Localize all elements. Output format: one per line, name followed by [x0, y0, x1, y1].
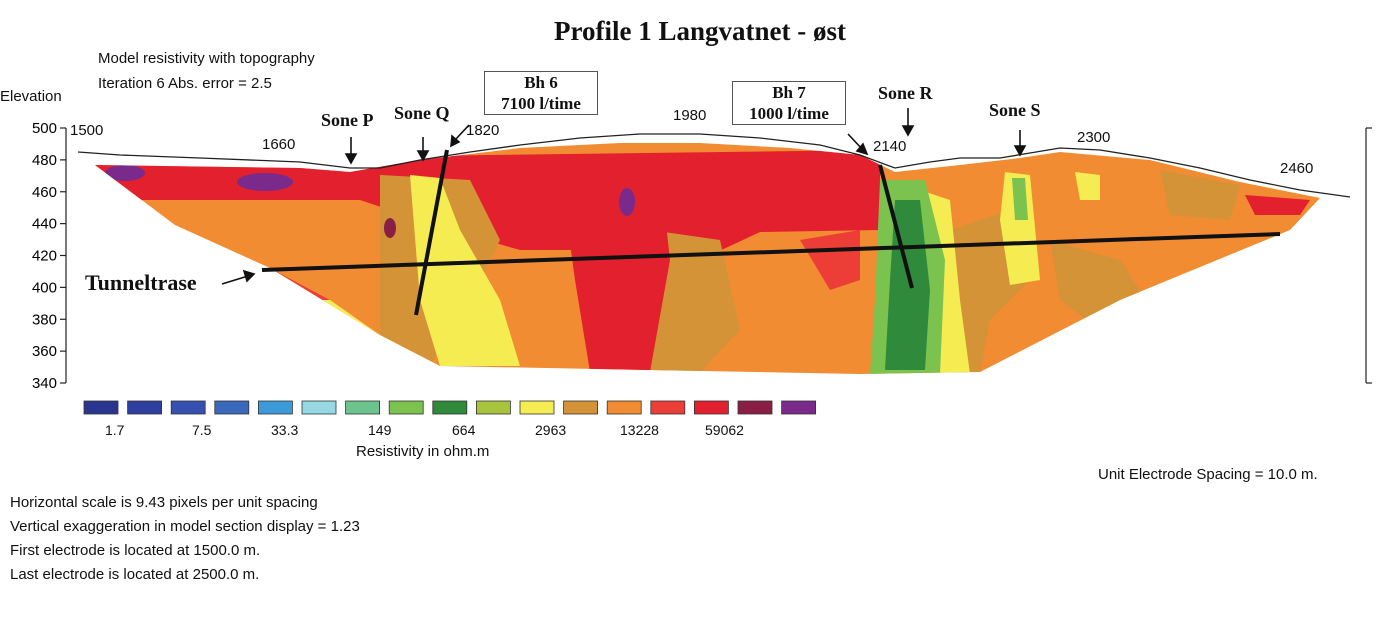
colorbar-swatch [781, 400, 816, 415]
colorbar-swatch [519, 400, 555, 415]
legend-label: 7.5 [192, 422, 212, 438]
legend-label: 1.7 [105, 422, 125, 438]
y-axis-label: Elevation [0, 88, 62, 105]
colorbar-swatch [563, 400, 598, 415]
colorbar-swatch [432, 400, 468, 415]
note-line: First electrode is located at 1500.0 m. [10, 542, 261, 559]
borehole-bh7-flow: 1000 l/time [749, 104, 829, 123]
zone-label-q: Sone Q [394, 103, 450, 123]
x-tick-label: 1660 [262, 136, 296, 153]
colorbar-swatch [650, 400, 686, 415]
y-tick-label: 440 [32, 216, 57, 233]
note-line: Horizontal scale is 9.43 pixels per unit… [10, 494, 318, 511]
tunnel-line [261, 232, 1281, 272]
x-tick-label: 2300 [1077, 129, 1111, 146]
colorbar-swatch [345, 400, 381, 415]
colorbar-swatch [257, 400, 293, 415]
fault-line-r [878, 164, 914, 289]
y-tick-label: 360 [32, 343, 57, 360]
colorbar-swatch [214, 400, 250, 415]
legend-label: 2963 [535, 422, 567, 438]
x-tick-label: 1820 [466, 122, 500, 139]
y-tick-label: 400 [32, 279, 57, 296]
chart-title: Profile 1 Langvatnet - øst [554, 16, 846, 46]
y-axis: 340 360 380 400 420 440 460 480 500 [32, 120, 67, 392]
colorbar-swatch [388, 400, 424, 415]
colorbar-title: Resistivity in ohm.m [356, 443, 490, 460]
tunnel-label: Tunneltrase [85, 270, 197, 295]
y-tick-label: 380 [32, 311, 57, 328]
colorbar-swatch [301, 400, 337, 415]
subtitle-line-2: Iteration 6 Abs. error = 2.5 [98, 75, 272, 92]
legend-label: 149 [368, 422, 392, 438]
colorbar-swatch [694, 400, 729, 415]
colorbar-swatch [83, 400, 119, 415]
borehole-bh6-flow: 7100 l/time [501, 94, 581, 113]
borehole-bh7-box: Bh 7 1000 l/time [732, 81, 846, 125]
unit-spacing-note: Unit Electrode Spacing = 10.0 m. [1098, 466, 1318, 483]
y-tick-label: 340 [32, 375, 57, 392]
x-tick-label: 1500 [70, 122, 104, 139]
x-tick-label: 1980 [673, 107, 707, 124]
legend-label: 59062 [705, 422, 744, 438]
colorbar-swatch [475, 400, 511, 415]
y-tick-label: 500 [32, 120, 57, 137]
borehole-bh7-name: Bh 7 [772, 83, 806, 102]
fault-line-q [414, 149, 449, 316]
x-tick-label: 2460 [1280, 160, 1314, 177]
colorbar-swatch [170, 400, 206, 415]
zone-label-p: Sone P [321, 110, 374, 130]
zone-label-s: Sone S [989, 100, 1041, 120]
y-tick-label: 460 [32, 184, 57, 201]
zone-label-r: Sone R [878, 83, 933, 103]
colorbar-swatch [127, 400, 162, 415]
borehole-bh6-box: Bh 6 7100 l/time [484, 71, 598, 115]
legend-label: 13228 [620, 422, 659, 438]
legend-label: 33.3 [271, 422, 299, 438]
colorbar-swatch [737, 400, 773, 415]
y-tick-label: 480 [32, 152, 57, 169]
y-tick-label: 420 [32, 248, 57, 265]
colorbar-swatch [606, 400, 642, 415]
note-line: Last electrode is located at 2500.0 m. [10, 566, 260, 583]
borehole-bh6-name: Bh 6 [524, 73, 558, 92]
colorbar [83, 400, 816, 415]
subtitle-line-1: Model resistivity with topography [98, 50, 315, 67]
note-line: Vertical exaggeration in model section d… [10, 518, 360, 535]
legend-label: 664 [452, 422, 476, 438]
x-tick-label: 2140 [873, 138, 907, 155]
